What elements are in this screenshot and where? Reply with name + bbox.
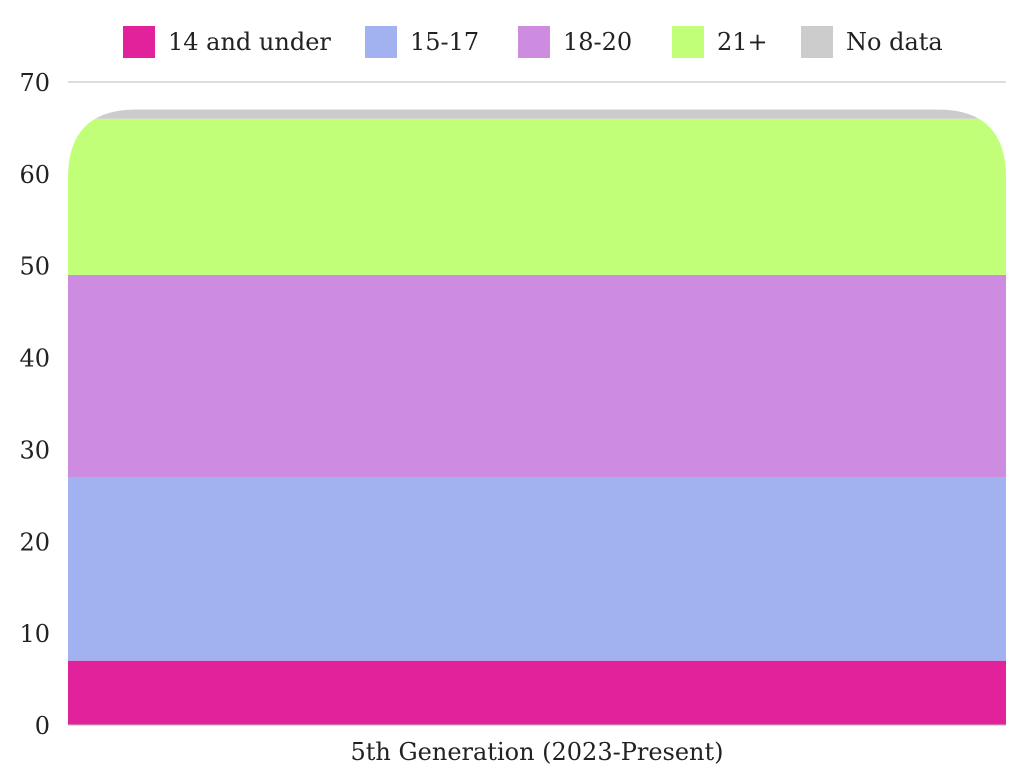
y-tick-label: 20 [19,528,50,556]
x-axis: 5th Generation (2023-Present) [350,738,723,766]
y-axis: 0 10 20 30 40 50 60 70 [19,69,50,740]
bar-segment[interactable] [68,274,1006,477]
legend-item[interactable]: 14 and under [123,26,331,58]
legend-label: 15-17 [410,28,479,56]
legend-item[interactable]: 15-17 [365,26,479,58]
y-tick-label: 50 [19,253,50,281]
legend-item[interactable]: 18-20 [518,26,632,58]
y-tick-label: 0 [35,712,50,740]
y-tick-label: 60 [19,161,50,189]
y-tick-label: 10 [19,620,50,648]
legend-label: 14 and under [168,28,331,56]
legend-swatch [365,26,397,58]
bar-segment[interactable] [68,660,1006,725]
legend-swatch [672,26,704,58]
y-tick-label: 40 [19,345,50,373]
legend-label: 18-20 [563,28,632,56]
bar-segment[interactable] [68,118,1006,275]
bar-segment[interactable] [68,476,1006,661]
y-tick-label: 70 [19,69,50,97]
legend-swatch [801,26,833,58]
bar-stack [68,109,1006,725]
legend-label: No data [846,28,943,56]
legend: 14 and under 15-17 18-20 21+ No data [123,26,943,58]
legend-item[interactable]: 21+ [672,26,768,58]
legend-item[interactable]: No data [801,26,943,58]
legend-swatch [123,26,155,58]
legend-label: 21+ [717,28,768,56]
bar-segment[interactable] [68,109,1006,119]
legend-swatch [518,26,550,58]
x-tick-label: 5th Generation (2023-Present) [350,738,723,766]
y-tick-label: 30 [19,436,50,464]
